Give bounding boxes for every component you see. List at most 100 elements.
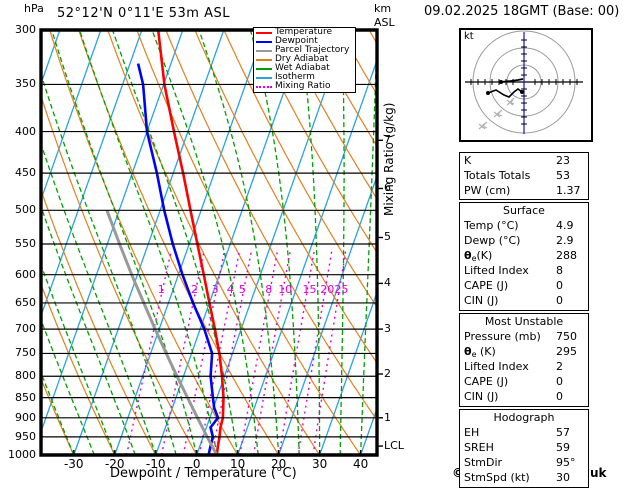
hodograph-stat-key: StmDir — [464, 456, 503, 469]
temp-tick--20: -20 — [104, 457, 125, 471]
mixing-ratio-label-8: 8 — [265, 283, 273, 297]
temp-tick-10: 10 — [230, 457, 246, 471]
altitude-tick-1: 1 — [384, 410, 391, 424]
hodograph-stat-value: 59 — [556, 441, 570, 454]
general-index-row: K 23 — [460, 153, 588, 168]
surface-index-row: θe(K) 288 — [460, 248, 588, 263]
skewt-plot-svg — [39, 28, 383, 457]
pressure-tick-750: 750 — [15, 346, 36, 360]
surface-index-key: θe(K) — [464, 249, 493, 263]
surface-index-value: 0 — [556, 294, 563, 307]
mixing-ratio-label-3: 3 — [211, 283, 219, 297]
pressure-tick-950: 950 — [15, 429, 36, 443]
pressure-tick-800: 800 — [15, 369, 36, 383]
hodograph-stat-value: 30 — [556, 471, 570, 484]
run-datetime-label: 09.02.2025 18GMT (Base: 00) — [424, 4, 620, 19]
surface-index-row: Temp (°C) 4.9 — [460, 218, 588, 233]
general-index-key: Totals Totals — [464, 169, 531, 182]
pressure-tick-700: 700 — [15, 322, 36, 336]
general-index-value: 53 — [556, 169, 570, 182]
altitude-tick-2: 2 — [384, 367, 391, 381]
mixing-ratio-label-15: 15 — [302, 283, 317, 297]
legend-swatch-icon — [256, 31, 272, 34]
pressure-tick-300: 300 — [15, 23, 36, 36]
surface-index-row: CAPE (J) 0 — [460, 278, 588, 293]
surface-index-row: CIN (J) 0 — [460, 293, 588, 308]
hodograph-stat-title: Hodograph — [493, 411, 555, 424]
hodograph-unit-label: kt — [464, 31, 474, 42]
temp-tick--10: -10 — [145, 457, 166, 471]
legend-item-label: Mixing Ratio — [275, 81, 331, 91]
surface-index-key: CIN (J) — [464, 294, 499, 307]
legend-item-label: Isotherm — [275, 72, 315, 82]
skewt-diagram — [39, 28, 383, 457]
legend-swatch-icon — [256, 85, 272, 88]
temp-tick-30: 30 — [311, 457, 328, 471]
legend-swatch-icon — [256, 58, 272, 61]
surface-index-key: CAPE (J) — [464, 279, 509, 292]
surface-index-value: 8 — [556, 264, 563, 277]
legend-item-temperature: Temperature — [254, 28, 355, 37]
pressure-tick-850: 850 — [15, 390, 36, 404]
pressure-tick-1000: 1000 — [8, 448, 36, 461]
general-indices-panel: K 23 Totals Totals 53 PW (cm) 1.37 — [459, 152, 589, 200]
hodograph-svg — [465, 30, 583, 134]
pressure-tick-500: 500 — [15, 203, 36, 217]
most-unstable-index-row: Pressure (mb) 750 — [460, 329, 588, 344]
hodograph-stat-row: StmDir 95° — [460, 455, 588, 470]
general-index-value: 1.37 — [556, 184, 581, 197]
mixing-ratio-label-25: 25 — [334, 283, 349, 297]
legend-item-label: Wet Adiabat — [275, 63, 330, 73]
mixing-ratio-label-5: 5 — [238, 283, 246, 297]
altitude-tick-7: 7 — [384, 133, 391, 147]
legend-item-label: Temperature — [275, 27, 333, 37]
general-index-key: K — [464, 154, 472, 167]
temp-tick--30: -30 — [63, 457, 84, 471]
most-unstable-index-key: CAPE (J) — [464, 375, 509, 388]
legend-item-dewpoint: Dewpoint — [254, 37, 355, 46]
general-index-row: Totals Totals 53 — [460, 168, 588, 183]
surface-index-value: 2.9 — [556, 234, 574, 247]
temp-tick-20: 20 — [271, 457, 287, 471]
legend-item-label: Dry Adiabat — [275, 54, 329, 64]
legend-item-dry-adiabat: Dry Adiabat — [254, 55, 355, 64]
mixing-ratio-label-10: 10 — [278, 283, 293, 297]
pressure-tick-600: 600 — [15, 267, 36, 281]
general-index-key: PW (cm) — [464, 184, 511, 197]
hodograph-stat-key: SREH — [464, 441, 494, 454]
hodograph-panel: kt — [459, 28, 593, 142]
legend-box: Temperature Dewpoint Parcel Trajectory Dry … — [253, 27, 356, 93]
most-unstable-index-value: 0 — [556, 375, 563, 388]
general-index-value: 23 — [556, 154, 570, 167]
altitude-tick-4: 4 — [384, 276, 391, 290]
most-unstable-index-key: CIN (J) — [464, 390, 499, 403]
altitude-tick-5: 5 — [384, 230, 391, 244]
mixing-ratio-axis-title: Mixing Ratio (g/kg) — [382, 102, 396, 216]
surface-index-row: Lifted Index 8 — [460, 263, 588, 278]
pressure-tick-450: 450 — [15, 166, 36, 180]
altitude-axis-unit-label: km — [374, 2, 392, 15]
surface-index-value: 288 — [556, 249, 577, 262]
surface-index-row: Dewp (°C) 2.9 — [460, 233, 588, 248]
mixing-ratio-label-20: 20 — [320, 283, 335, 297]
most-unstable-index-row: CIN (J) 0 — [460, 389, 588, 404]
hodograph-stat-key: EH — [464, 426, 480, 439]
pressure-tick-900: 900 — [15, 410, 36, 424]
pressure-tick-400: 400 — [15, 124, 36, 138]
temp-tick-0: 0 — [192, 457, 201, 471]
most-unstable-index-key: Lifted Index — [464, 360, 529, 373]
hodograph-stat-row: SREH 59 — [460, 440, 588, 455]
hodograph-stat-key: StmSpd (kt) — [464, 471, 530, 484]
legend-swatch-icon — [256, 49, 272, 52]
most-unstable-index-title: Most Unstable — [484, 315, 564, 328]
general-index-row: PW (cm) 1.37 — [460, 183, 588, 198]
most-unstable-panel: Most Unstable Pressure (mb) 750 θe (K) 295 Li… — [459, 313, 589, 407]
legend-swatch-icon — [256, 76, 272, 79]
mixing-ratio-label-1: 1 — [157, 283, 165, 297]
temp-tick-40: 40 — [352, 457, 369, 471]
hodograph-stat-value: 57 — [556, 426, 570, 439]
altitude-axis-asl-label: ASL — [374, 16, 395, 29]
legend-item-isotherm: Isotherm — [254, 73, 355, 82]
most-unstable-index-row: CAPE (J) 0 — [460, 374, 588, 389]
legend-item-label: Dewpoint — [275, 36, 318, 46]
